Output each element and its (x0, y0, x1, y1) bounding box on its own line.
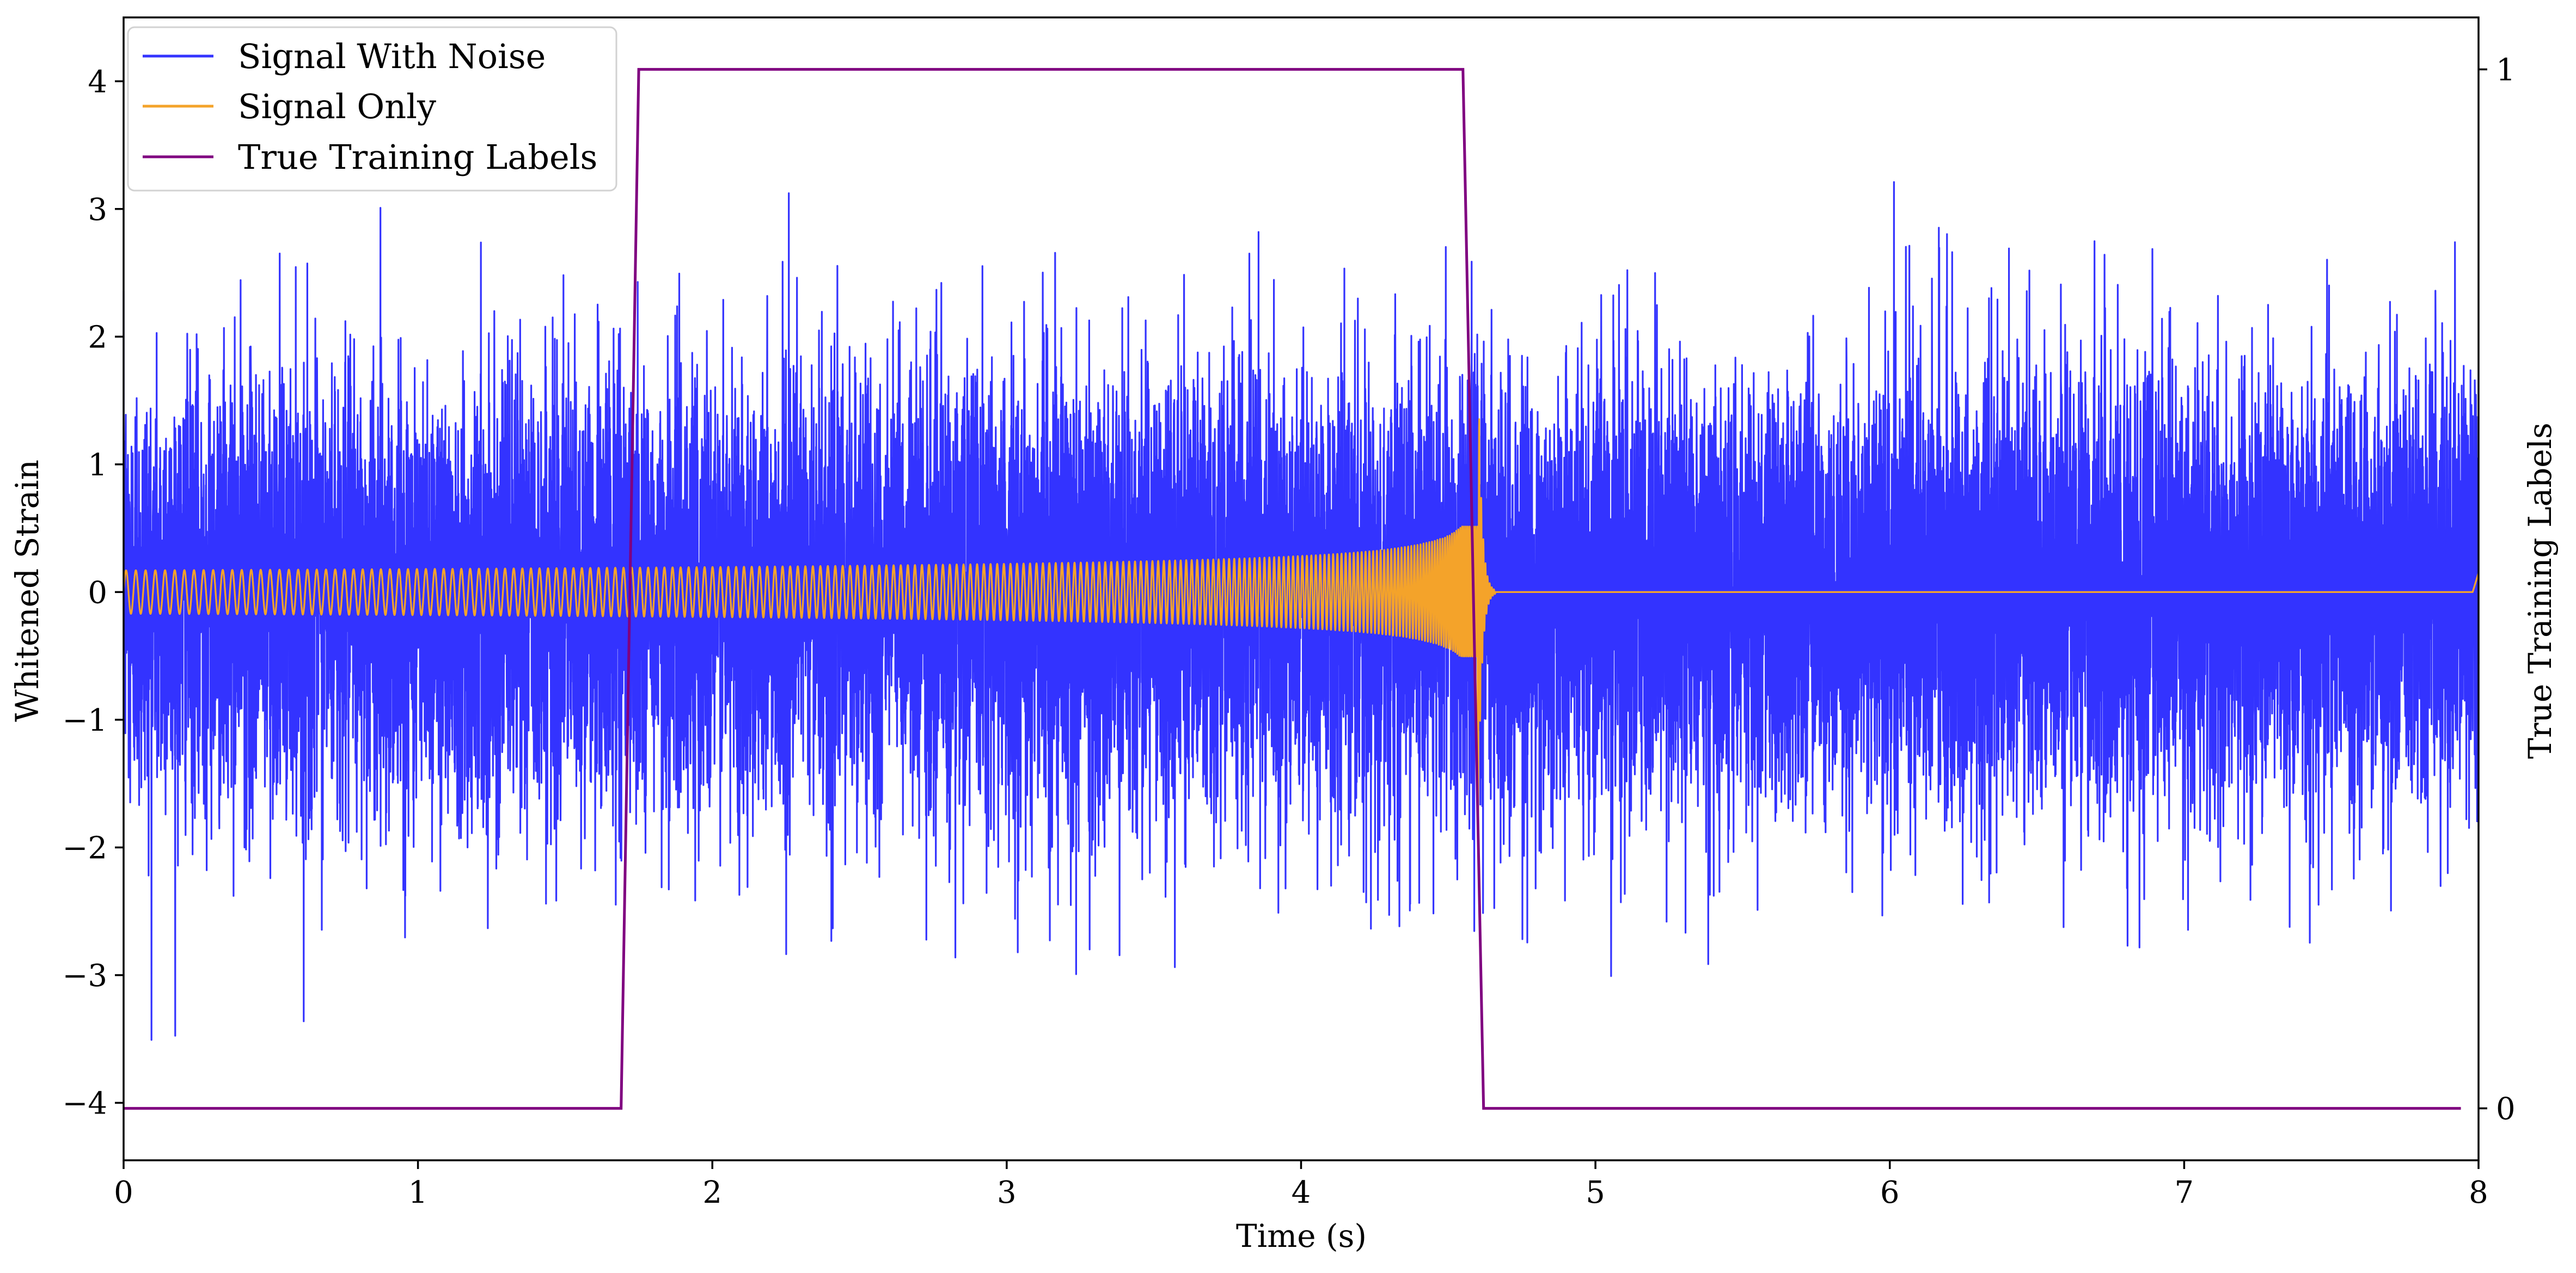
x-tick-label: 8 (2469, 1175, 2488, 1210)
x-tick-label: 2 (702, 1175, 722, 1210)
y-tick-label: 3 (88, 192, 107, 228)
y-tick-label: 1 (88, 448, 107, 483)
plot-lines (123, 68, 2480, 1110)
y-tick-label: −4 (62, 1086, 107, 1121)
y-tick-label: 2 (88, 320, 107, 355)
legend-label-signal: Signal Only (238, 87, 436, 126)
y-axis-ticks: −4 −3 −2 −1 0 1 2 3 4 (62, 64, 124, 1121)
x-tick-label: 7 (2175, 1175, 2194, 1210)
series-signal-only (123, 418, 2480, 822)
y-tick-label: −1 (62, 703, 107, 738)
right-tick-label: 0 (2496, 1092, 2516, 1127)
x-tick-label: 4 (1292, 1175, 1311, 1210)
series-signal-with-noise (123, 181, 2480, 1041)
x-tick-label: 6 (1880, 1175, 1900, 1210)
x-tick-label: 3 (997, 1175, 1017, 1210)
y-axis-label: Whitened Strain (9, 460, 46, 722)
x-tick-label: 0 (114, 1175, 133, 1210)
y-tick-label: 0 (88, 575, 107, 610)
x-tick-label: 5 (1586, 1175, 1605, 1210)
right-axis-label: True Training Labels (2522, 423, 2559, 759)
y-tick-label: −3 (62, 958, 107, 994)
y-tick-label: −2 (62, 830, 107, 866)
y-tick-label: 4 (88, 64, 107, 100)
legend: Signal With Noise Signal Only True Train… (127, 26, 617, 192)
x-axis-ticks: 0 1 2 3 4 5 6 7 8 (114, 1160, 2488, 1210)
legend-box (127, 26, 617, 192)
legend-label-noise: Signal With Noise (238, 36, 546, 76)
x-tick-label: 1 (408, 1175, 428, 1210)
x-axis-label: Time (s) (1236, 1217, 1367, 1254)
legend-label-training-labels: True Training Labels (238, 137, 597, 177)
right-axis-ticks: 01 (2479, 52, 2516, 1127)
series-true-training-labels (124, 68, 2461, 1110)
right-tick-label: 1 (2496, 52, 2516, 88)
